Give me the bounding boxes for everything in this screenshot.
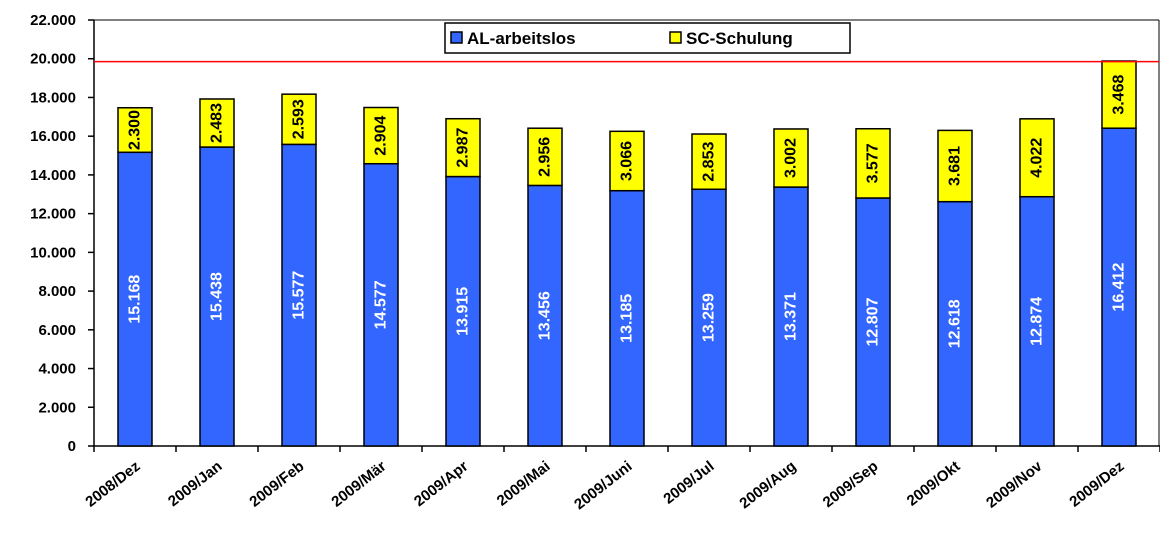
x-tick-label: 2009/Nov xyxy=(983,457,1046,511)
bar-sc-schulung xyxy=(855,127,891,199)
y-tick-label: 12.000 xyxy=(30,206,76,223)
data-label: 13.915 xyxy=(455,287,472,336)
data-label: 13.371 xyxy=(783,292,800,341)
data-label: 12.874 xyxy=(1029,297,1046,346)
bar-al-arbeitslos xyxy=(445,175,481,447)
x-tick-label: 2009/Jan xyxy=(165,458,225,510)
y-tick-label: 10.000 xyxy=(30,244,76,261)
y-tick-label: 8.000 xyxy=(38,283,76,300)
x-tick-label: 2009/Juni xyxy=(571,458,635,513)
bar-sc-schulung xyxy=(363,106,399,165)
data-label: 3.468 xyxy=(1111,75,1128,115)
data-label: 2.483 xyxy=(209,103,226,143)
legend-swatch-sc-schulung xyxy=(669,31,682,44)
data-label: 2.593 xyxy=(291,99,308,139)
data-label: 4.022 xyxy=(1029,138,1046,178)
data-label: 3.577 xyxy=(865,143,882,183)
x-tick-label: 2009/Dez xyxy=(1066,458,1127,511)
legend-label-al-arbeitslos: AL-arbeitslos xyxy=(467,29,576,48)
bar-sc-schulung xyxy=(117,107,153,154)
legend-swatch-al-arbeitslos xyxy=(450,31,463,44)
y-tick-label: 22.000 xyxy=(30,12,76,29)
bar-al-arbeitslos xyxy=(527,184,563,447)
legend-label-sc-schulung: SC-Schulung xyxy=(686,29,793,48)
data-label: 2.300 xyxy=(127,110,144,150)
legend: AL-arbeitslos SC-Schulung xyxy=(444,22,851,54)
x-tick-label: 2009/Apr xyxy=(411,458,472,511)
bar-al-arbeitslos xyxy=(363,162,399,447)
data-label: 2.987 xyxy=(455,128,472,168)
bar-al-arbeitslos xyxy=(199,146,235,447)
data-label: 15.577 xyxy=(291,271,308,320)
y-tick-label: 4.000 xyxy=(38,361,76,378)
y-tick-label: 20.000 xyxy=(30,51,76,68)
bar-sc-schulung xyxy=(281,93,317,146)
bar-sc-schulung xyxy=(1101,60,1137,129)
y-tick-label: 14.000 xyxy=(30,167,76,184)
plot-area: 0 2.000 4.000 6.000 8.000 10.000 12.000 14.000 1… xyxy=(30,12,1160,513)
data-label: 2.853 xyxy=(701,142,718,182)
data-label: 3.066 xyxy=(619,141,636,181)
bar-sc-schulung xyxy=(609,130,645,192)
bar-al-arbeitslos xyxy=(1019,195,1055,447)
data-label: 13.259 xyxy=(701,293,718,342)
data-label: 12.807 xyxy=(865,297,882,346)
x-tick-label: 2009/Okt xyxy=(904,458,964,510)
y-tick-label: 18.000 xyxy=(30,89,76,106)
bar-sc-schulung xyxy=(527,127,563,187)
data-label: 15.438 xyxy=(209,272,226,321)
bar-sc-schulung xyxy=(1019,118,1055,198)
bar-al-arbeitslos xyxy=(117,151,153,447)
bar-sc-schulung xyxy=(773,128,809,188)
bar-al-arbeitslos xyxy=(609,189,645,447)
x-tick-label: 2009/Jul xyxy=(660,458,717,508)
data-label: 13.456 xyxy=(537,291,554,340)
y-tick-label: 16.000 xyxy=(30,128,76,145)
x-tick-label: 2009/Aug xyxy=(736,458,799,512)
bar-sc-schulung xyxy=(199,98,235,148)
x-tick-label: 2008/Dez xyxy=(82,458,143,511)
data-label: 14.577 xyxy=(373,280,390,329)
data-label: 2.904 xyxy=(373,116,390,156)
data-label: 2.956 xyxy=(537,137,554,177)
y-tick-label: 2.000 xyxy=(38,399,76,416)
x-tick-label: 2009/Mai xyxy=(494,458,554,510)
bar-al-arbeitslos xyxy=(1101,127,1137,447)
bar-sc-schulung xyxy=(691,133,727,191)
bar-al-arbeitslos xyxy=(281,143,317,447)
data-label: 3.002 xyxy=(783,138,800,178)
data-label: 15.168 xyxy=(127,275,144,324)
bar-sc-schulung xyxy=(445,117,481,178)
data-label: 16.412 xyxy=(1111,263,1128,312)
data-label: 13.185 xyxy=(619,294,636,343)
legend-box xyxy=(444,22,851,54)
x-tick-label: 2009/Mär xyxy=(328,458,389,511)
x-tick-label: 2009/Feb xyxy=(246,458,307,511)
x-tick-label: 2009/Sep xyxy=(820,458,882,511)
y-tick-label: 0 xyxy=(68,438,76,455)
bar-sc-schulung xyxy=(937,129,973,203)
y-tick-label: 6.000 xyxy=(38,322,76,339)
data-label: 3.681 xyxy=(947,146,964,186)
data-label: 12.618 xyxy=(947,299,964,348)
